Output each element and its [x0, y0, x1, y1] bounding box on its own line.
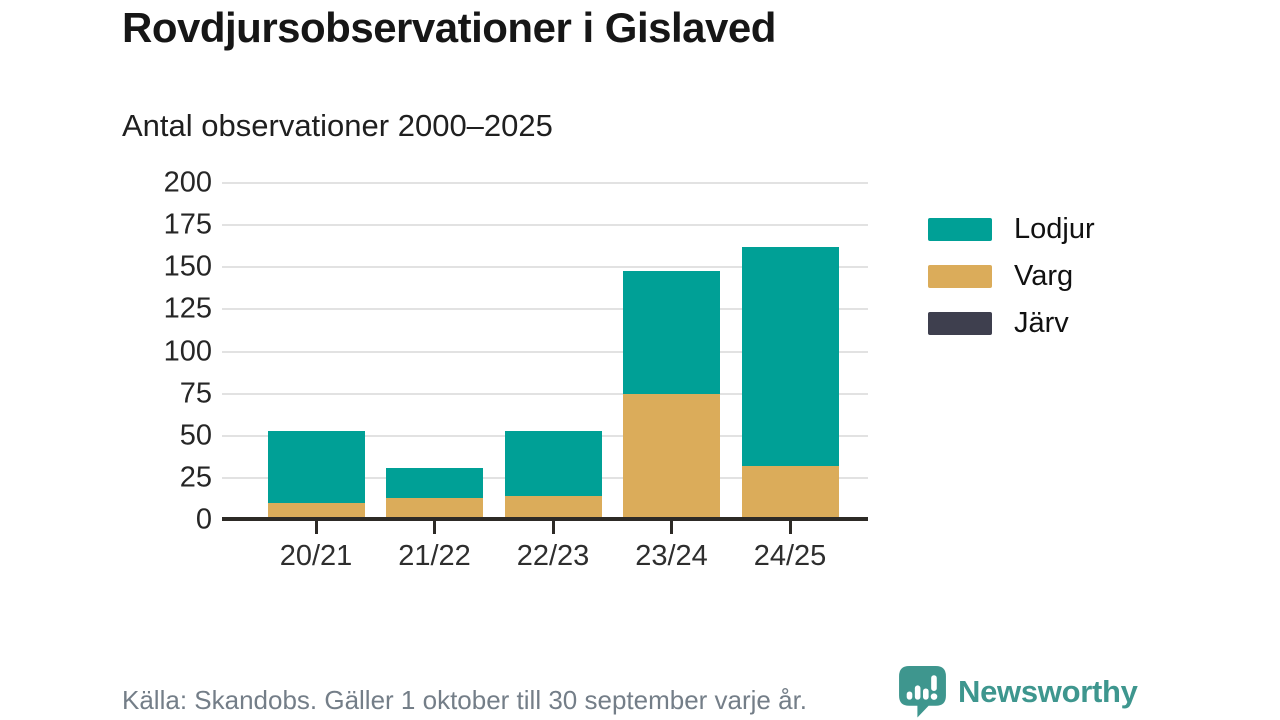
legend-label: Varg	[1014, 259, 1074, 292]
y-axis-tick-label: 25	[179, 461, 212, 494]
x-axis-tick	[433, 521, 436, 534]
bar-segment-varg-21-22	[386, 498, 483, 520]
bar-segment-lodjur-22-23	[504, 430, 602, 497]
bar-segment-lodjur-21-22	[386, 467, 483, 499]
chart-subtitle: Antal observationer 2000–2025	[122, 108, 553, 143]
newsworthy-logo: Newsworthy	[898, 665, 1138, 718]
x-axis-tick-label: 20/21	[279, 540, 353, 572]
gridline-y200	[222, 182, 868, 184]
x-axis-tick-label: 24/25	[753, 540, 827, 572]
bar-segment-varg-23-24	[623, 393, 720, 520]
x-axis-tick	[551, 521, 555, 534]
x-axis-tick-label: 21/22	[398, 540, 471, 572]
y-axis-tick-label: 0	[195, 503, 212, 536]
chart-title: Rovdjursobservationer i Gislaved	[122, 4, 776, 51]
gridline-y125	[222, 308, 868, 311]
source-note: Källa: Skandobs. Gäller 1 oktober till 3…	[122, 685, 808, 715]
bar-segment-varg-20-21	[267, 503, 365, 520]
legend-label: Järv	[1014, 306, 1069, 339]
y-axis-tick-label: 75	[179, 377, 212, 410]
y-axis-tick-label: 150	[163, 250, 212, 283]
gridline-y150	[222, 266, 868, 269]
x-axis-tick-label: 23/24	[635, 540, 708, 572]
gridline-y100	[222, 350, 868, 353]
legend-item-järv: Järv	[928, 306, 1095, 340]
bar-segment-lodjur-24-25	[741, 247, 839, 467]
legend-label: Lodjur	[1014, 212, 1095, 245]
y-axis-tick-label: 125	[163, 292, 212, 325]
x-axis-line	[222, 517, 868, 521]
y-axis-tick-label: 50	[179, 419, 212, 452]
x-axis-tick-label: 22/23	[516, 540, 590, 572]
x-axis-tick	[670, 521, 673, 534]
legend-swatch-varg	[928, 264, 992, 288]
gridline-y175	[222, 224, 868, 227]
bar-segment-lodjur-23-24	[623, 270, 720, 394]
legend-swatch-lodjur	[928, 217, 992, 241]
legend-item-lodjur: Lodjur	[928, 212, 1095, 246]
gridline-y75	[222, 392, 868, 395]
bar-segment-varg-22-23	[504, 496, 602, 520]
y-axis-tick-label: 200	[163, 166, 212, 199]
legend: Lodjur Varg Järv	[928, 212, 1095, 340]
newsworthy-logo-text: Newsworthy	[958, 673, 1138, 709]
newsworthy-logo-icon	[899, 666, 946, 718]
bar-segment-lodjur-20-21	[267, 430, 365, 504]
x-axis-tick	[788, 521, 792, 534]
y-axis-tick-label: 100	[163, 335, 212, 367]
legend-item-varg: Varg	[928, 259, 1095, 293]
legend-swatch-järv	[928, 311, 992, 335]
x-axis-tick	[314, 521, 318, 534]
y-axis-tick-label: 175	[163, 208, 212, 241]
bar-segment-varg-24-25	[741, 466, 839, 520]
